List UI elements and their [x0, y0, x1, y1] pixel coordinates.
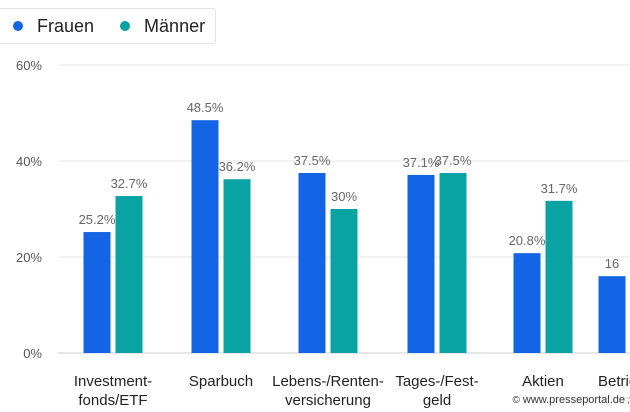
data-label: 16 — [605, 256, 619, 271]
x-tick-label: Investment- — [74, 373, 152, 390]
data-label: 48.5% — [187, 100, 224, 115]
legend-item-frauen[interactable]: Frauen — [13, 16, 94, 37]
legend-item-maenner[interactable]: Männer — [120, 16, 205, 37]
x-tick-label: Aktien — [522, 373, 564, 390]
data-label: 36.2% — [219, 159, 256, 174]
y-tick-label: 40% — [16, 154, 42, 169]
bar-mnner-3[interactable] — [439, 173, 467, 353]
bar-frauen-3[interactable] — [407, 174, 435, 353]
bar-frauen-1[interactable] — [191, 120, 219, 353]
bar-mnner-1[interactable] — [223, 179, 251, 353]
x-tick-label: Sparbuch — [189, 373, 253, 390]
watermark-text: www.presseportal.de — [522, 394, 625, 406]
data-label: 20.8% — [509, 233, 546, 248]
x-tick-label: fonds/ETF — [78, 392, 147, 409]
data-label: 37.1% — [403, 155, 440, 170]
watermark: © www.presseportal.de — [509, 392, 628, 408]
x-tick-label: geld — [423, 392, 451, 409]
legend-label-maenner: Männer — [144, 15, 206, 36]
legend-dot-maenner-icon — [120, 21, 131, 31]
x-tick-label: versicherung — [285, 392, 371, 409]
bar-frauen-0[interactable] — [83, 232, 111, 353]
data-label: 32.7% — [111, 176, 148, 191]
data-label: 25.2% — [79, 212, 116, 227]
legend-label-frauen: Frauen — [37, 15, 95, 36]
copyright-icon: © — [512, 394, 520, 406]
bar-mnner-2[interactable] — [330, 209, 358, 353]
data-label: 31.7% — [541, 181, 578, 196]
legend-dot-frauen-icon — [13, 21, 23, 31]
y-tick-label: 60% — [16, 58, 42, 73]
y-tick-label: 0% — [23, 346, 42, 361]
x-tick-label: Betriebs- — [598, 373, 630, 390]
bar-mnner-0[interactable] — [115, 196, 143, 353]
legend: Frauen Männer — [0, 8, 216, 44]
data-label: 37.5% — [294, 153, 331, 168]
bar-mnner-4[interactable] — [545, 200, 573, 353]
bar-frauen-2[interactable] — [298, 173, 326, 353]
data-label: 30% — [331, 189, 357, 204]
y-tick-label: 20% — [16, 250, 42, 265]
x-tick-label: Tages-/Fest- — [395, 373, 478, 390]
bar-frauen-4[interactable] — [513, 253, 541, 353]
data-label: 37.5% — [435, 153, 472, 168]
x-tick-label: Lebens-/Renten- — [272, 373, 384, 390]
bar-frauen-5[interactable] — [598, 276, 626, 353]
